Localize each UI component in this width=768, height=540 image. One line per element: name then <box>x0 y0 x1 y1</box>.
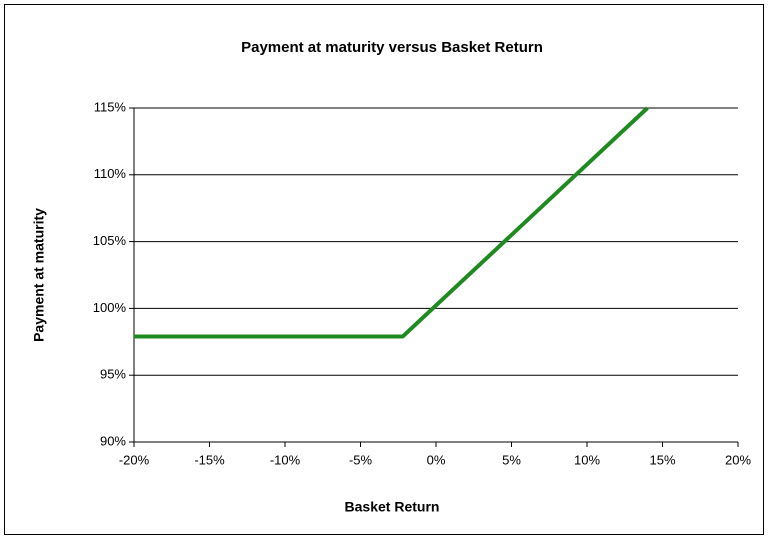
y-tick-label: 90% <box>100 433 126 448</box>
y-tick-label: 95% <box>100 367 126 382</box>
y-axis-title: Payment at maturity <box>31 208 47 342</box>
x-tick-label: 0% <box>427 452 446 467</box>
chart-title: Payment at maturity versus Basket Return <box>241 39 543 56</box>
x-tick-label: -10% <box>270 452 301 467</box>
x-tick-label: 10% <box>574 452 600 467</box>
x-tick-label: -15% <box>194 452 225 467</box>
y-tick-label: 100% <box>93 300 127 315</box>
chart-border <box>4 4 764 535</box>
x-tick-label: 5% <box>502 452 521 467</box>
y-tick-label: 105% <box>93 233 127 248</box>
x-tick-label: 15% <box>649 452 675 467</box>
y-tick-label: 110% <box>94 166 127 181</box>
x-axis-title: Basket Return <box>345 499 440 515</box>
x-tick-label: -5% <box>349 452 373 467</box>
line-series <box>134 106 649 339</box>
x-tick-label: -20% <box>119 452 150 467</box>
y-tick-label: 115% <box>94 99 127 114</box>
x-tick-label: 20% <box>725 452 751 467</box>
